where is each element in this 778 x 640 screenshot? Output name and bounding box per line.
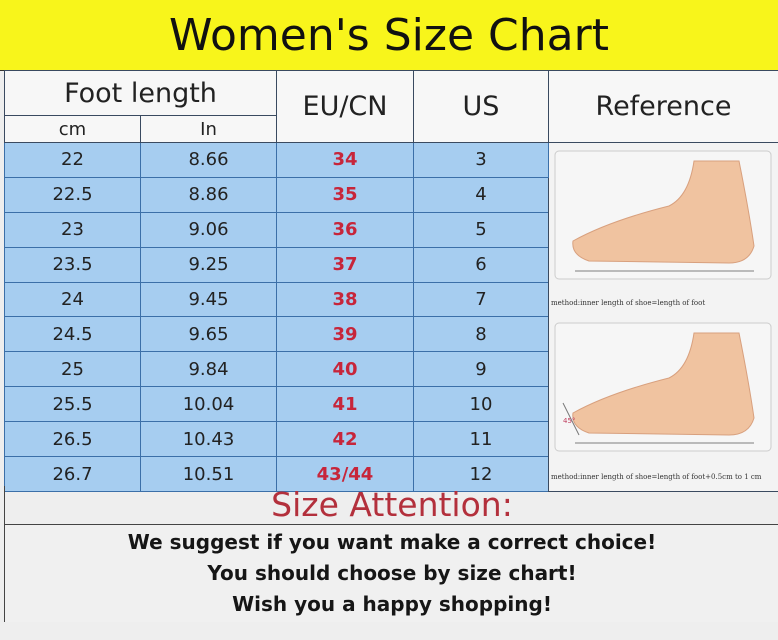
cell-cm: 24: [4, 281, 141, 318]
header-foot-length: Foot length: [4, 70, 277, 116]
reference-caption: method:inner length of shoe=length of fo…: [551, 473, 762, 481]
cell-cm: 26.5: [4, 421, 141, 458]
table-row: 24.5 9.65 39 8: [4, 316, 778, 353]
cell-in: 10.43: [140, 421, 277, 458]
cell-eu: 38: [276, 281, 414, 318]
size-attention-title: Size Attention:: [4, 486, 778, 525]
cell-in: 8.66: [140, 142, 277, 178]
header-us: US: [413, 70, 549, 143]
svg-text:45°: 45°: [563, 417, 575, 425]
cell-in: 9.65: [140, 316, 277, 353]
cell-us: 7: [413, 281, 549, 318]
cell-us: 4: [413, 176, 549, 213]
table-row: 22 8.66 34 3 45° method:inner length of sho…: [4, 142, 778, 492]
cell-cm: 25: [4, 351, 141, 388]
cell-us: 5: [413, 211, 549, 248]
cell-in: 9.84: [140, 351, 277, 388]
cell-cm: 23: [4, 211, 141, 248]
header-reference: Reference: [548, 70, 778, 143]
header-cm: cm: [4, 115, 141, 143]
cell-in: 9.06: [140, 211, 277, 248]
foot-measurement-diagram: 45°: [554, 150, 772, 452]
cell-in: 10.04: [140, 386, 277, 423]
cell-eu: 41: [276, 386, 414, 423]
cell-cm: 25.5: [4, 386, 141, 423]
cell-us: 12: [413, 456, 549, 492]
header-in: In: [140, 115, 277, 143]
cell-eu: 34: [276, 142, 414, 178]
header-eu: EU/CN: [276, 70, 414, 143]
table-row: 26.7 10.51 43/44 12: [4, 456, 778, 492]
cell-eu: 37: [276, 246, 414, 283]
cell-us: 10: [413, 386, 549, 423]
cell-us: 11: [413, 421, 549, 458]
reference-caption: method:inner length of shoe=length of fo…: [551, 299, 706, 307]
chart-title: Women's Size Chart: [0, 0, 778, 71]
size-table: Foot length EU/CN US Reference cm In 22 8…: [4, 70, 778, 492]
reference-images: 45° method:inner length of shoe=length o…: [548, 142, 778, 492]
cell-in: 9.45: [140, 281, 277, 318]
attention-line: Wish you a happy shopping!: [232, 592, 552, 616]
table-row: 24 9.45 38 7: [4, 281, 778, 318]
table-row: 23.5 9.25 37 6: [4, 246, 778, 283]
cell-cm: 23.5: [4, 246, 141, 283]
cell-us: 6: [413, 246, 549, 283]
cell-eu: 40: [276, 351, 414, 388]
attention-line: We suggest if you want make a correct ch…: [127, 530, 657, 554]
cell-in: 9.25: [140, 246, 277, 283]
cell-us: 3: [413, 142, 549, 178]
cell-cm: 22: [4, 142, 141, 178]
table-row: 22.5 8.86 35 4: [4, 176, 778, 213]
cell-us: 8: [413, 316, 549, 353]
attention-line: You should choose by size chart!: [207, 561, 577, 585]
cell-cm: 26.7: [4, 456, 141, 492]
cell-in: 10.51: [140, 456, 277, 492]
attention-message: We suggest if you want make a correct ch…: [4, 525, 778, 622]
table-row: 26.5 10.43 42 11: [4, 421, 778, 458]
cell-eu: 42: [276, 421, 414, 458]
cell-eu: 39: [276, 316, 414, 353]
cell-in: 8.86: [140, 176, 277, 213]
cell-eu: 35: [276, 176, 414, 213]
cell-cm: 22.5: [4, 176, 141, 213]
cell-cm: 24.5: [4, 316, 141, 353]
cell-us: 9: [413, 351, 549, 388]
cell-eu: 36: [276, 211, 414, 248]
